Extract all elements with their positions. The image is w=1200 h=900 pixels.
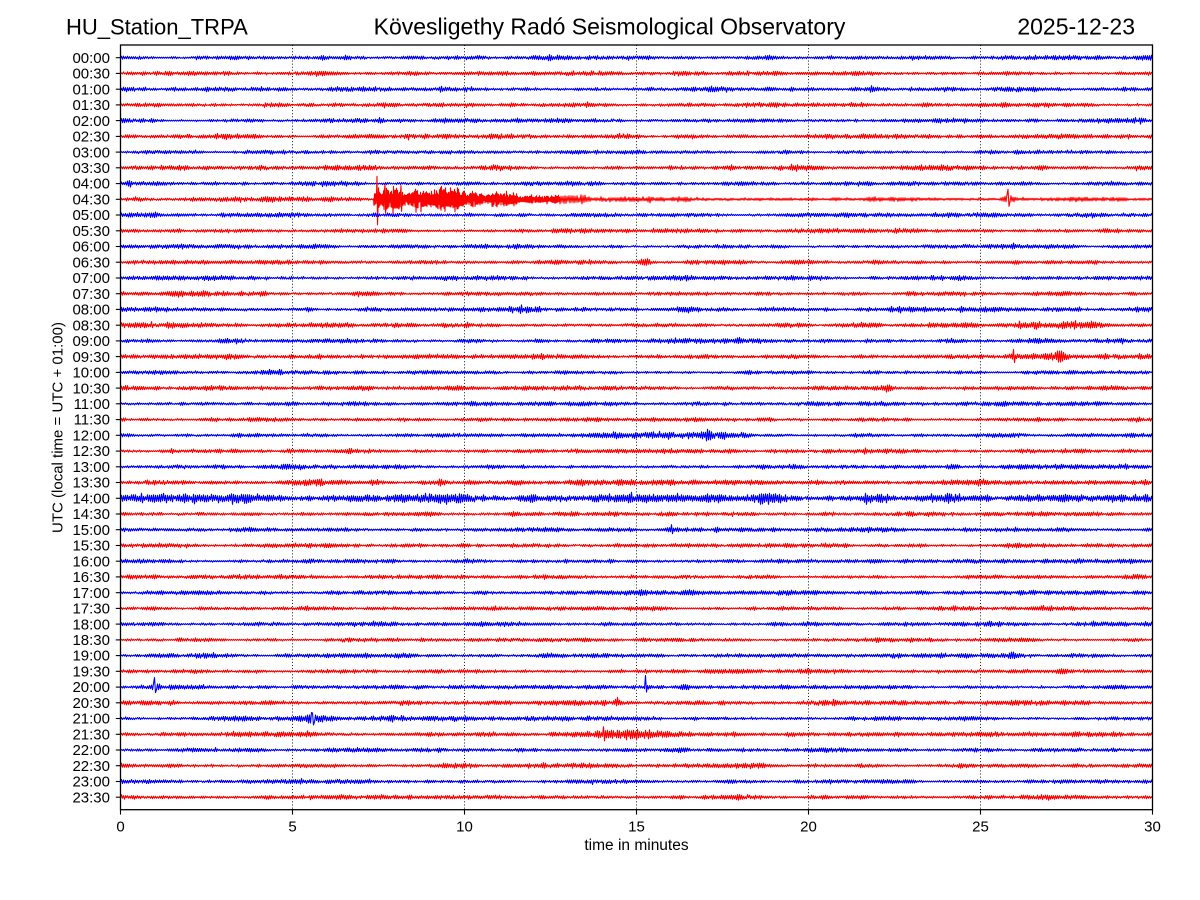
svg-text:00:30: 00:30 [72, 66, 110, 83]
svg-text:21:00: 21:00 [72, 711, 110, 728]
svg-text:time in minutes: time in minutes [584, 837, 688, 854]
svg-text:16:00: 16:00 [72, 553, 110, 570]
svg-text:09:30: 09:30 [72, 349, 110, 366]
svg-text:14:30: 14:30 [72, 506, 110, 523]
svg-text:0: 0 [116, 819, 124, 836]
svg-text:11:30: 11:30 [74, 412, 110, 429]
svg-text:11:00: 11:00 [74, 396, 110, 413]
svg-text:07:30: 07:30 [72, 286, 110, 303]
svg-text:09:00: 09:00 [72, 333, 110, 350]
svg-text:01:30: 01:30 [72, 97, 110, 114]
svg-text:10:00: 10:00 [72, 365, 110, 382]
svg-text:14:00: 14:00 [72, 490, 110, 507]
svg-text:2025-12-23: 2025-12-23 [1017, 13, 1135, 39]
svg-text:17:30: 17:30 [72, 601, 110, 618]
svg-text:19:00: 19:00 [72, 648, 110, 665]
svg-text:22:00: 22:00 [72, 742, 110, 759]
svg-text:05:00: 05:00 [72, 207, 110, 224]
svg-text:21:30: 21:30 [72, 726, 110, 743]
svg-text:17:00: 17:00 [72, 585, 110, 602]
svg-text:08:00: 08:00 [72, 302, 110, 319]
svg-text:18:30: 18:30 [72, 632, 110, 649]
svg-text:00:00: 00:00 [72, 50, 110, 67]
svg-text:12:00: 12:00 [72, 427, 110, 444]
svg-text:10:30: 10:30 [72, 380, 110, 397]
svg-text:10: 10 [456, 819, 473, 836]
svg-text:23:00: 23:00 [72, 774, 110, 791]
svg-text:UTC (local time = UTC + 01:00): UTC (local time = UTC + 01:00) [50, 322, 67, 533]
svg-text:13:30: 13:30 [72, 475, 110, 492]
svg-text:30: 30 [1144, 819, 1161, 836]
svg-text:20:30: 20:30 [72, 695, 110, 712]
svg-text:04:00: 04:00 [72, 176, 110, 193]
svg-text:18:00: 18:00 [72, 616, 110, 633]
svg-text:08:30: 08:30 [72, 317, 110, 334]
svg-text:HU_Station_TRPA: HU_Station_TRPA [66, 14, 248, 39]
svg-text:22:30: 22:30 [72, 758, 110, 775]
svg-text:20: 20 [800, 819, 817, 836]
svg-text:20:00: 20:00 [72, 679, 110, 696]
svg-text:12:30: 12:30 [72, 443, 110, 460]
svg-text:01:00: 01:00 [72, 81, 110, 98]
svg-text:5: 5 [288, 819, 296, 836]
svg-text:03:00: 03:00 [72, 144, 110, 161]
svg-text:05:30: 05:30 [72, 223, 110, 240]
svg-text:23:30: 23:30 [72, 789, 110, 806]
svg-text:19:30: 19:30 [72, 663, 110, 680]
svg-text:04:30: 04:30 [72, 191, 110, 208]
svg-text:02:00: 02:00 [72, 113, 110, 130]
svg-text:03:30: 03:30 [72, 160, 110, 177]
svg-text:15:00: 15:00 [72, 522, 110, 539]
svg-text:02:30: 02:30 [72, 129, 110, 146]
svg-text:25: 25 [972, 819, 989, 836]
svg-text:06:00: 06:00 [72, 239, 110, 256]
svg-text:13:00: 13:00 [72, 459, 110, 476]
svg-text:15: 15 [628, 819, 645, 836]
svg-text:Kövesligethy Radó Seismologica: Kövesligethy Radó Seismological Observat… [374, 13, 846, 39]
svg-text:06:30: 06:30 [72, 254, 110, 271]
svg-text:16:30: 16:30 [72, 569, 110, 586]
svg-text:15:30: 15:30 [72, 538, 110, 555]
svg-text:07:00: 07:00 [72, 270, 110, 287]
